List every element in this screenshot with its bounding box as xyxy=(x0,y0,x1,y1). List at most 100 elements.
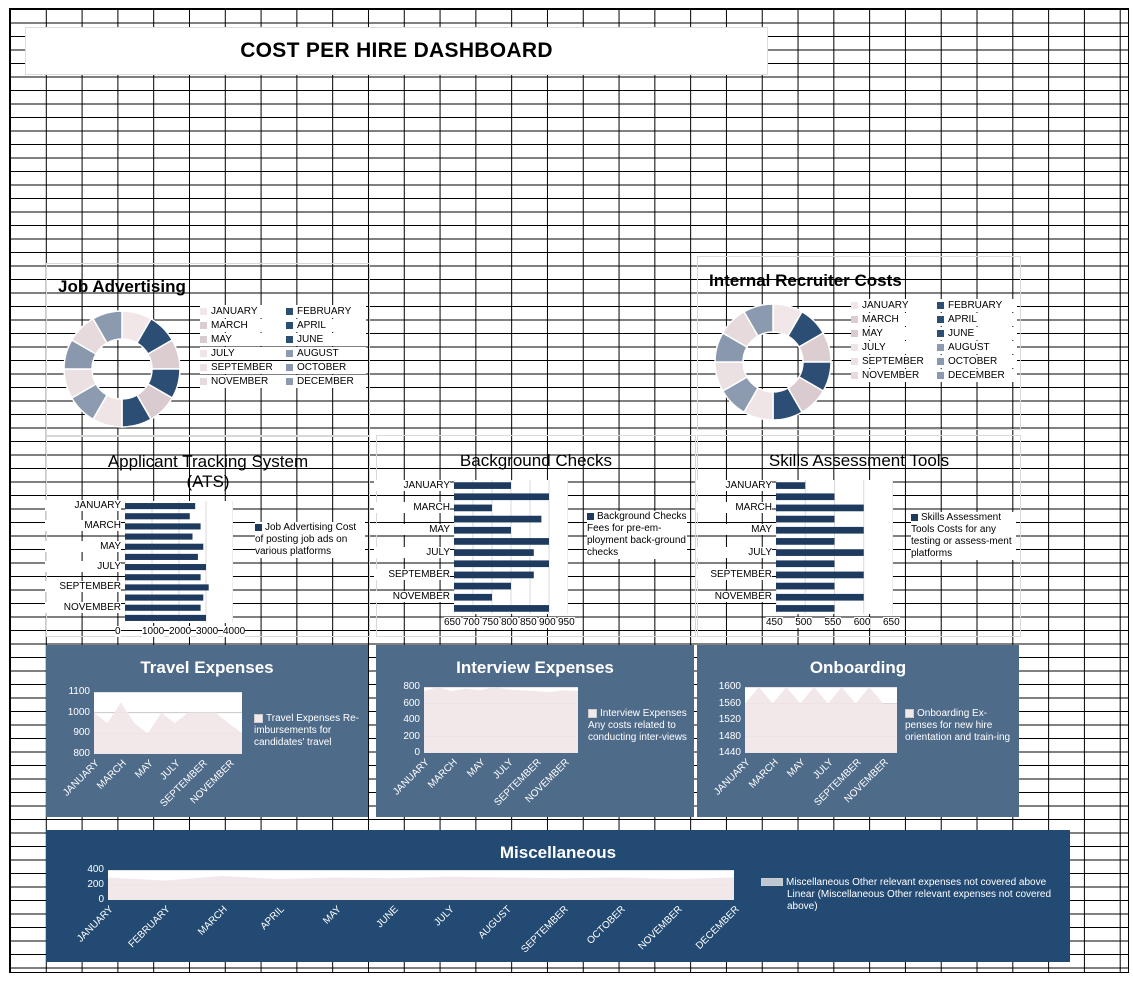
bar-april[interactable] xyxy=(454,515,542,523)
legend-label: DECEMBER xyxy=(297,376,354,387)
bar-july[interactable] xyxy=(454,549,534,556)
ats-chart: JANUARY MARCH MAY JULY SEPTEMBER NOVEMBER 0 100… xyxy=(45,436,369,637)
x-tick-label: 1000 xyxy=(142,626,165,637)
category-label: JANUARY xyxy=(45,500,121,512)
bar-july[interactable] xyxy=(776,549,864,556)
donut-slice-december[interactable] xyxy=(742,303,774,338)
legend-swatch xyxy=(937,372,944,379)
skills-assessment-chart: JANUARY MARCH MAY JULY SEPTEMBER NOVEMBER 450 5… xyxy=(696,436,1020,636)
legend-label: JUNE xyxy=(297,334,324,345)
y-tick-label: 400 xyxy=(403,714,420,725)
legend-item-march: MARCH xyxy=(851,313,937,326)
legend-item-september: SEPTEMBER xyxy=(200,361,286,374)
area-series[interactable] xyxy=(424,687,578,753)
bar-april[interactable] xyxy=(125,533,193,540)
bar-november[interactable] xyxy=(454,593,492,601)
bar-march[interactable] xyxy=(454,504,492,512)
bar-december[interactable] xyxy=(125,614,206,621)
legend-swatch xyxy=(761,878,783,887)
bar-september[interactable] xyxy=(454,571,534,579)
bar-june[interactable] xyxy=(454,538,549,545)
bar-february[interactable] xyxy=(454,493,549,501)
legend-item-october: OCTOBER xyxy=(286,361,366,374)
ats-legend: Job Advertising Cost of posting job ads … xyxy=(255,522,365,558)
bar-may[interactable] xyxy=(454,526,511,534)
legend-label: NOVEMBER xyxy=(862,370,920,381)
bar-plot xyxy=(776,480,893,614)
x-tick-label: 650 xyxy=(444,617,461,628)
bar-august[interactable] xyxy=(454,560,549,568)
x-tick-label: 4000 xyxy=(223,626,246,637)
area-series[interactable] xyxy=(108,876,734,900)
legend-swatch xyxy=(587,512,594,520)
bar-november[interactable] xyxy=(125,604,201,611)
bar-january[interactable] xyxy=(776,482,806,489)
donut-slice-december[interactable] xyxy=(91,310,123,345)
x-tick-label: AUGUST xyxy=(476,904,515,942)
bar-march[interactable] xyxy=(125,523,201,530)
legend-swatch xyxy=(937,330,944,337)
bar-january[interactable] xyxy=(125,503,196,510)
internal-recruiter-panel[interactable]: Internal Recruiter Costs JANUARY FEBRUARY… xyxy=(697,256,1021,430)
bar-october[interactable] xyxy=(454,582,511,590)
legend-swatch xyxy=(286,336,293,343)
area-plot xyxy=(424,687,578,753)
x-tick-label: FEBRUARY xyxy=(126,904,173,951)
onboarding-panel[interactable]: Onboarding 1600 1560 1520 1480 1440 JANUARY MA… xyxy=(697,645,1019,817)
bar-may[interactable] xyxy=(776,526,864,534)
legend-label: MAY xyxy=(862,328,883,339)
miscellaneous-panel[interactable]: Miscellaneous 400 200 0 JANUARY FEBRUARY MARC… xyxy=(46,830,1070,962)
legend-swatch xyxy=(286,308,293,315)
legend-item-february: FEBRUARY xyxy=(286,305,366,318)
bar-october[interactable] xyxy=(125,594,204,601)
area-series[interactable] xyxy=(745,687,897,753)
bar-may[interactable] xyxy=(125,543,204,550)
internal-recruiter-donut[interactable] xyxy=(708,297,838,427)
bar-april[interactable] xyxy=(776,515,835,523)
bar-august[interactable] xyxy=(776,560,835,568)
x-tick-label: 550 xyxy=(824,617,842,628)
background-checks-panel[interactable]: Background Checks JANUARY MARCH MAY JULY SEP… xyxy=(374,435,696,637)
bar-february[interactable] xyxy=(776,493,835,501)
y-tick-label: 0 xyxy=(98,894,104,905)
legend-label: MARCH xyxy=(211,320,248,331)
bar-december[interactable] xyxy=(454,605,549,612)
area-series[interactable] xyxy=(94,702,242,754)
bar-february[interactable] xyxy=(125,513,190,520)
bar-september[interactable] xyxy=(776,571,864,579)
legend-label: OCTOBER xyxy=(948,356,998,367)
job-advertising-panel[interactable]: Job Advertising JANUARY FEBRUARY MARCH APRI… xyxy=(46,263,370,437)
legend-label: MAY xyxy=(211,334,232,345)
bar-july[interactable] xyxy=(125,564,206,571)
bar-september[interactable] xyxy=(125,584,209,591)
onboarding-legend-text: Onboarding Ex-penses for new hire orient… xyxy=(905,708,1011,743)
legend-swatch xyxy=(200,364,207,371)
legend-swatch xyxy=(937,316,944,323)
legend-label: SEPTEMBER xyxy=(211,362,273,373)
legend-item-january: JANUARY xyxy=(200,305,286,318)
bar-october[interactable] xyxy=(776,582,835,590)
bar-december[interactable] xyxy=(776,605,835,612)
ats-panel[interactable]: Applicant Tracking System (ATS) JANUARY M… xyxy=(45,435,370,637)
bar-november[interactable] xyxy=(776,593,864,601)
y-tick-label: 1520 xyxy=(718,714,741,725)
skills-assessment-panel[interactable]: Skills Assessment Tools JANUARY MARCH MAY J… xyxy=(696,435,1021,637)
bar-june[interactable] xyxy=(776,538,835,545)
legend-swatch xyxy=(200,322,207,329)
legend-label: JANUARY xyxy=(211,306,258,317)
legend-label: SEPTEMBER xyxy=(862,356,924,367)
internal-recruiter-legend: JANUARY FEBRUARY MARCH APRIL MAY JUNE JULY AUGU… xyxy=(851,299,1017,382)
x-tick-label: JULY xyxy=(432,904,458,929)
bar-march[interactable] xyxy=(776,504,864,512)
bar-june[interactable] xyxy=(125,553,198,560)
bar-january[interactable] xyxy=(454,482,511,489)
interview-expenses-panel[interactable]: Interview Expenses 800 600 400 200 0 JANUARY M… xyxy=(376,645,694,817)
legend-swatch xyxy=(200,308,207,315)
miscellaneous-title: Miscellaneous xyxy=(499,843,617,862)
job-advertising-donut[interactable] xyxy=(57,304,187,434)
legend-item-february: FEBRUARY xyxy=(937,299,1017,312)
job-advertising-legend: JANUARY FEBRUARY MARCH APRIL MAY JUNE JULY AUGU… xyxy=(200,305,366,388)
legend-item-july: JULY xyxy=(200,347,286,360)
bar-august[interactable] xyxy=(125,574,201,581)
travel-expenses-panel[interactable]: Travel Expenses 1100 1000 900 800 JANUARY MAR… xyxy=(46,645,368,817)
